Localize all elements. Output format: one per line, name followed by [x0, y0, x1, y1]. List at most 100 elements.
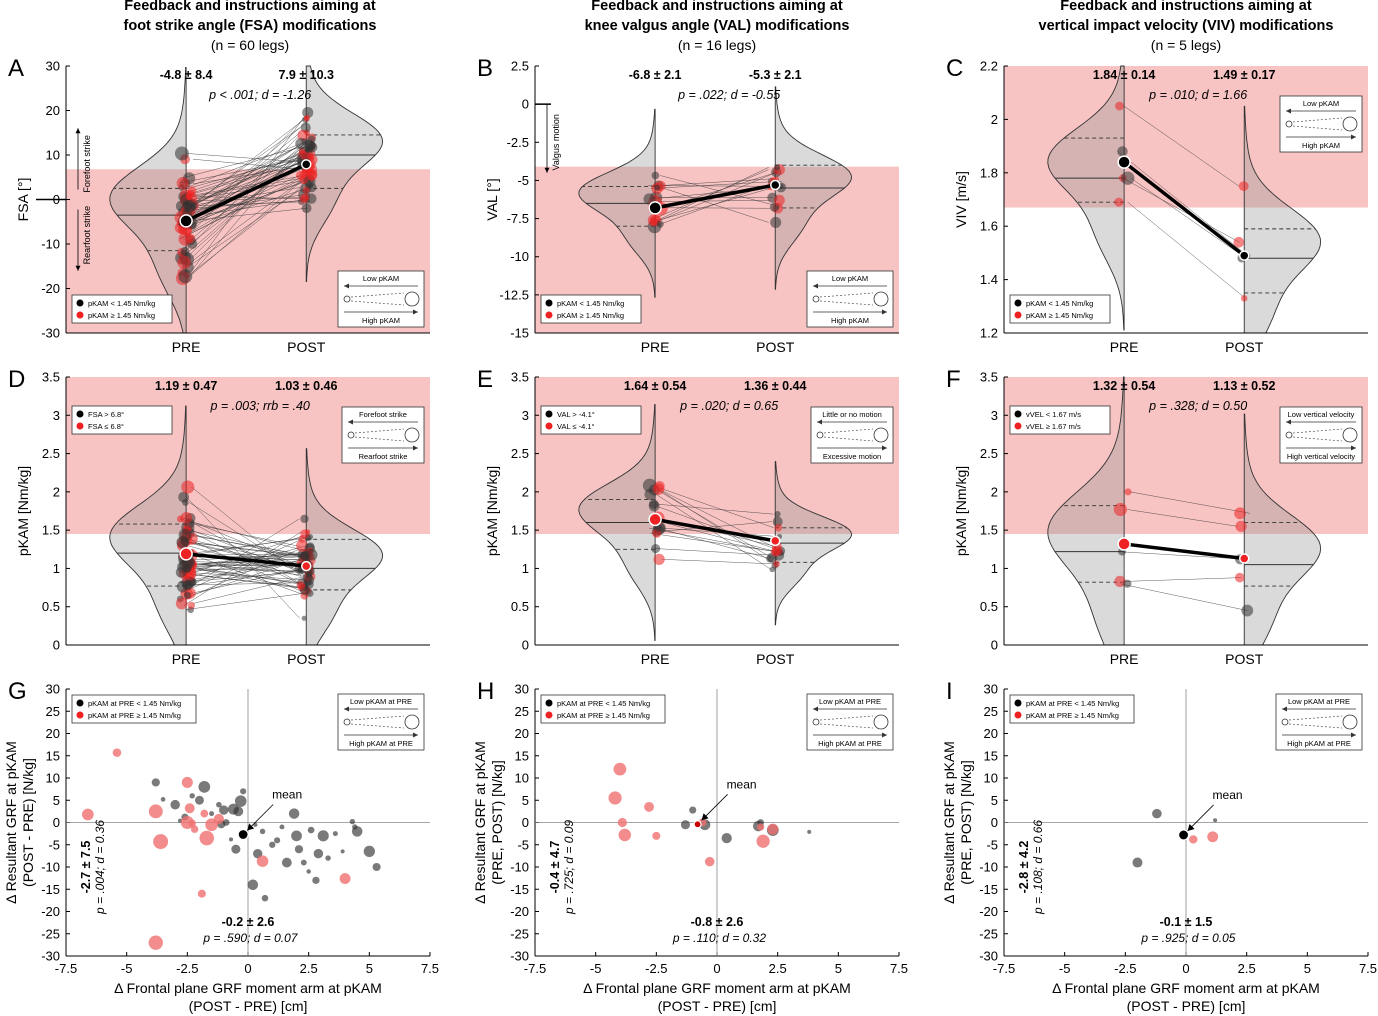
H-help-bottom: High pKAM at PRE	[818, 739, 882, 748]
H-xtick-label-6: 7.5	[890, 961, 908, 976]
H-legend-label-0: pKAM at PRE < 1.45 Nm/kg	[557, 699, 650, 708]
column-title-2-n: (n = 5 legs)	[1151, 37, 1221, 53]
D-pair-line-24	[185, 537, 309, 555]
B-help-small-circle	[812, 295, 820, 303]
C-ytick-label-1: 1.4	[980, 272, 998, 287]
G-legend-dot-0	[76, 699, 84, 707]
D-post-point-58	[306, 572, 312, 579]
column-title-2: Feedback and instructions aiming at vert…	[1039, 0, 1334, 53]
F-ytick-label-3: 1.5	[980, 523, 998, 538]
A-post-point-40	[303, 116, 310, 122]
F-post-point-1	[1235, 520, 1247, 532]
H-x-stat: -0.8 ± 2.6	[691, 915, 744, 929]
A-pair-line-40	[182, 118, 306, 213]
E-legend-label-1: VAL ≤ -4.1°	[557, 422, 595, 431]
B-help-big-circle	[873, 291, 889, 307]
A-help-arrowhead-right	[413, 309, 418, 315]
D-pair-line-44	[183, 558, 308, 566]
C-help-bottom: High pKAM	[1302, 141, 1340, 150]
G-xtick-label-4: 2.5	[300, 961, 318, 976]
D-ytick-label-5: 2.5	[42, 446, 60, 461]
A-violin-post	[305, 65, 384, 283]
I-y-stat: -2.8 ± 4.2	[1017, 841, 1031, 894]
H-ytick-label-12: 30	[515, 682, 529, 697]
G-x-stat: -0.2 ± 2.6	[222, 915, 275, 929]
G-point-black-15	[259, 828, 266, 835]
A-pair-line-34	[190, 117, 305, 273]
D-help-dots	[354, 428, 405, 442]
H-point-black-0	[680, 820, 690, 830]
G-help-big-circle	[404, 714, 420, 730]
C-ytick-label-3: 1.8	[980, 165, 998, 180]
A-mean-line	[185, 162, 307, 223]
B-legend-box	[540, 294, 642, 324]
D-pair-line-46	[179, 518, 305, 551]
C-ytick-label-5: 2.2	[980, 59, 998, 74]
B-ytick-label-7: 2.5	[511, 59, 529, 74]
G-xlabel2: (POST - PRE) [cm]	[189, 998, 308, 1014]
column-title-2-line2: vertical impact velocity (VIV) modificat…	[1039, 18, 1334, 34]
D-pvalue: p = .003; rrb = .40	[209, 399, 309, 413]
G-mean-point	[237, 828, 249, 841]
H-point-red-9	[767, 823, 779, 835]
E-panel-letter: E	[477, 366, 493, 393]
C-pair-line-3	[1127, 201, 1246, 299]
C-pre-point-4	[1117, 146, 1128, 157]
H-xlabel: Δ Frontal plane GRF moment arm at pKAM	[583, 980, 851, 996]
F-panel-letter: F	[946, 366, 961, 393]
A-ylabel: FSA [°]	[15, 178, 31, 222]
B-ytick-label-4: -5	[517, 173, 529, 188]
B-ytick-label-1: -12.5	[499, 287, 529, 302]
E-pair-line-10	[655, 548, 776, 556]
F-stat-pre: 1.32 ± 0.54	[1093, 379, 1156, 393]
H-xtick-label-0: -7.5	[524, 961, 546, 976]
H-ytick-label-6: 0	[522, 815, 529, 830]
E-ytick-label-5: 2.5	[511, 446, 529, 461]
F-post-point-3	[1234, 572, 1245, 583]
A-pair-line-51	[192, 164, 314, 185]
D-ytick-label-7: 3.5	[42, 370, 60, 385]
G-point-black-26	[340, 849, 345, 854]
A-xtick-label-0: PRE	[172, 339, 201, 355]
A-mean-post	[300, 159, 312, 170]
C-stat-pre: 1.84 ± 0.14	[1093, 68, 1156, 82]
G-ylabel: Δ Resultant GRF at pKAM	[3, 741, 19, 904]
H-help-big-circle	[873, 714, 889, 730]
E-post-point-6	[766, 554, 775, 563]
I-x-pvalue: p = .925; d = 0.05	[1140, 931, 1235, 945]
B-help-arrowhead-left	[813, 283, 818, 289]
C-violin-post	[1243, 105, 1322, 334]
F-help-top: Low vertical velocity	[1288, 410, 1355, 419]
E-pair-line-3	[657, 489, 772, 558]
G-ylabel2: (POST - PRE) [N/kg]	[20, 758, 36, 887]
G-point-red-2	[148, 804, 163, 819]
D-pre-point-48	[181, 480, 195, 494]
I-help-top: Low pKAM at PRE	[1288, 697, 1350, 706]
I-xlabel2: (POST - PRE) [cm]	[1127, 998, 1246, 1014]
A-help-dots	[350, 292, 405, 306]
D-pair-line-58	[185, 562, 308, 576]
B-post-point-15	[770, 216, 782, 228]
A-pair-line-29	[186, 158, 313, 207]
E-pair-line-11	[650, 532, 778, 553]
G-point-black-32	[247, 879, 259, 891]
A-pre-point-59	[176, 176, 189, 190]
D-pair-line-25	[192, 518, 300, 586]
I-panel-letter: I	[946, 678, 953, 705]
D-help-arrowhead-right	[413, 445, 418, 451]
H-ylabel2: (PRE, POST) [N/kg]	[489, 760, 505, 884]
C-mean-post	[1238, 250, 1250, 261]
C-stat-post: 1.49 ± 0.17	[1213, 68, 1276, 82]
B-ytick-label-6: 0	[522, 97, 529, 112]
G-point-black-34	[306, 869, 311, 874]
D-pre-point-57	[180, 511, 193, 524]
column-title-0-n: (n = 60 legs)	[211, 37, 289, 53]
A-pair-line-9	[183, 119, 310, 225]
D-pre-point-55	[175, 567, 187, 578]
H-ytick-label-11: 25	[515, 704, 529, 719]
A-stat-pre: -4.8 ± 8.4	[160, 68, 213, 82]
A-xtick-label-1: POST	[287, 339, 326, 355]
I-point-black-2	[1213, 818, 1218, 823]
E-ytick-label-6: 3	[522, 408, 529, 423]
G-point-black-42	[281, 857, 292, 868]
